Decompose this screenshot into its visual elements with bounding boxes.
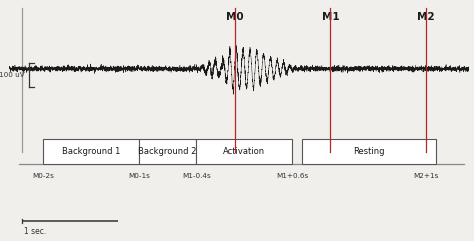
- Text: 1 sec.: 1 sec.: [24, 227, 46, 236]
- Text: M0-2s: M0-2s: [32, 173, 54, 179]
- Text: M1: M1: [321, 12, 339, 22]
- Bar: [43, 139, 139, 164]
- Text: M0: M0: [226, 12, 243, 22]
- Bar: [301, 139, 436, 164]
- Text: Activation: Activation: [223, 147, 265, 156]
- Text: M1-0.4s: M1-0.4s: [182, 173, 210, 179]
- Text: Background 2: Background 2: [138, 147, 197, 156]
- Text: Background 1: Background 1: [62, 147, 120, 156]
- Text: 100 uV: 100 uV: [0, 72, 25, 78]
- Text: M2+1s: M2+1s: [413, 173, 439, 179]
- Text: M1+0.6s: M1+0.6s: [276, 173, 308, 179]
- Text: M0-1s: M0-1s: [128, 173, 150, 179]
- Text: M2: M2: [417, 12, 435, 22]
- Text: Resting: Resting: [353, 147, 384, 156]
- Bar: [196, 139, 292, 164]
- Bar: [139, 139, 196, 164]
